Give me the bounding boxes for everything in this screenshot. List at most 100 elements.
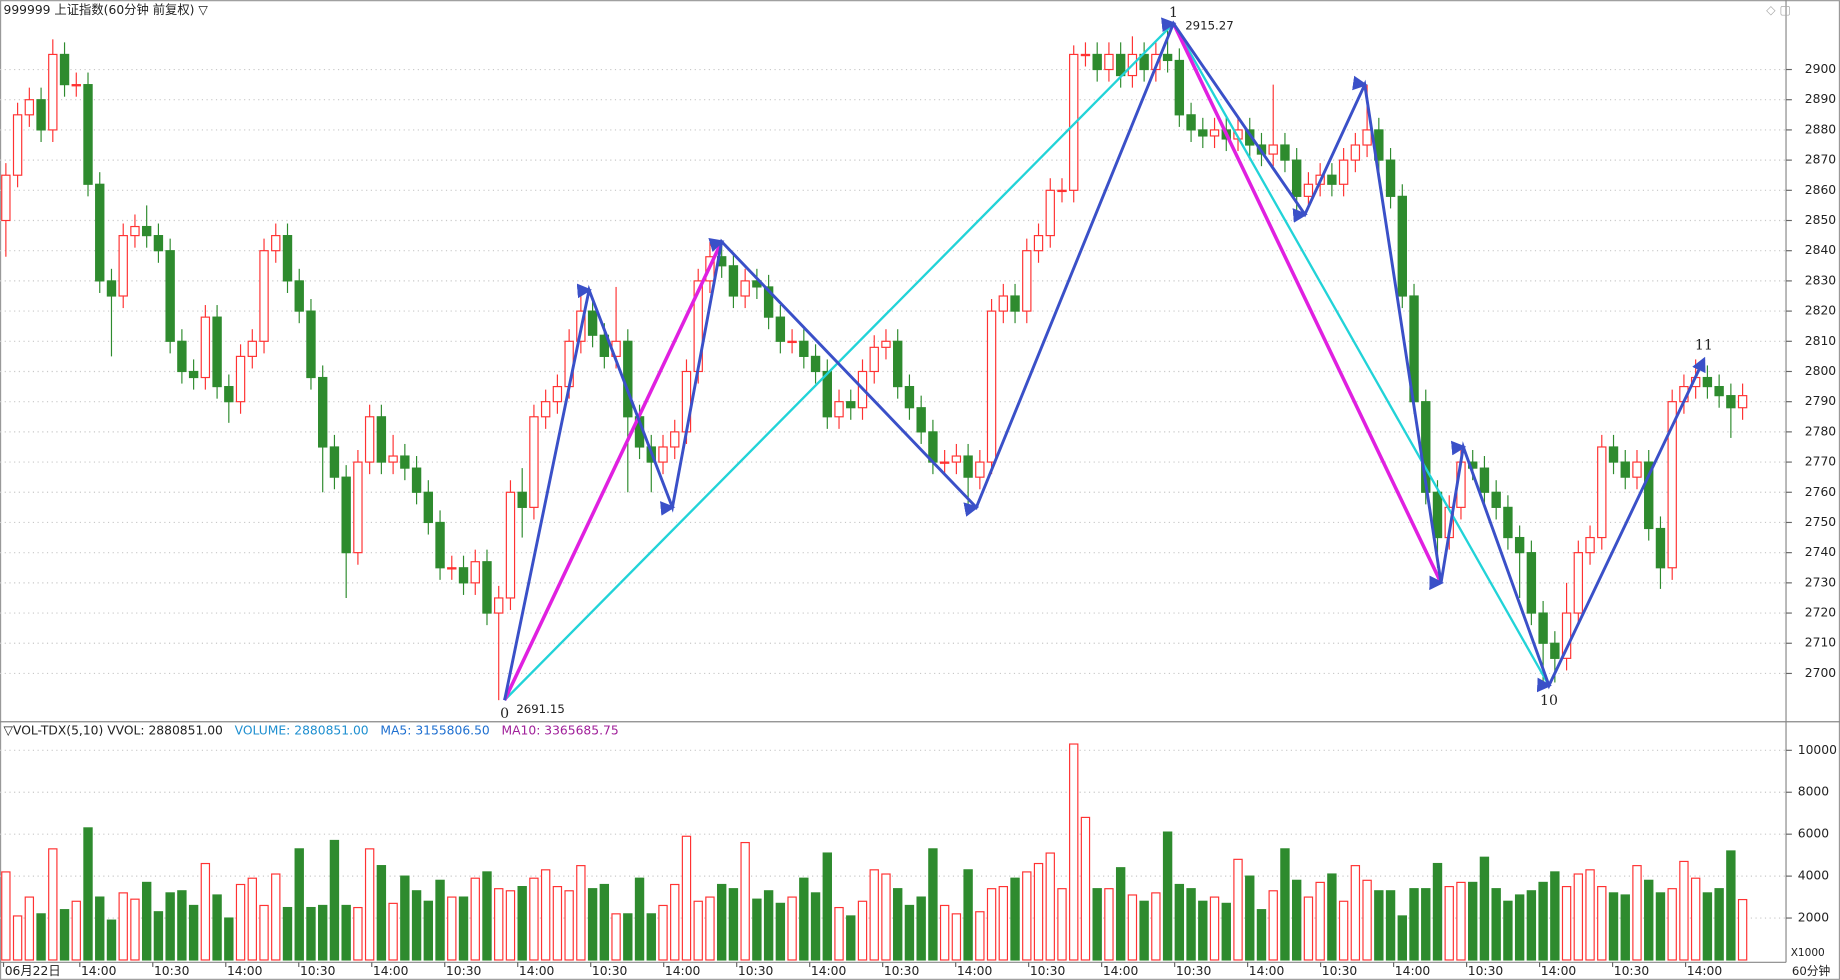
volume-bar — [294, 848, 304, 961]
volume-bar — [235, 883, 246, 961]
volume-bar — [1327, 873, 1337, 961]
price-label: 2915.27 — [1185, 18, 1233, 32]
x-tick-label: 14:00 — [957, 964, 993, 978]
candle-body — [400, 455, 410, 469]
volume-bar — [376, 865, 387, 961]
volume-bar — [1221, 902, 1231, 961]
volume-bar — [224, 917, 234, 961]
volume-bar — [834, 906, 844, 961]
volume-bar — [188, 904, 199, 961]
volume-bar — [318, 904, 328, 961]
volume-bar — [1561, 886, 1572, 961]
y-tick-label: 2880 — [1805, 122, 1837, 136]
y-tick-label: 2800 — [1805, 364, 1837, 378]
candle-body — [1585, 536, 1595, 554]
volume-bar — [71, 900, 81, 961]
volume-bar — [611, 913, 621, 961]
candle-body — [71, 84, 81, 87]
volume-bar — [1479, 856, 1490, 961]
volume-bar — [259, 904, 269, 961]
candle-body — [447, 567, 457, 570]
y-tick-label: 2700 — [1805, 666, 1837, 680]
candle-body — [153, 235, 164, 252]
x-tick-label: 10:30 — [1030, 964, 1066, 978]
volume-bar — [881, 873, 891, 961]
x-tick-label: 14:00 — [1687, 964, 1723, 978]
volume-bar — [893, 888, 903, 961]
volume-bar — [306, 906, 316, 961]
window-icons[interactable]: ◇ ▢ — [1766, 3, 1791, 17]
volume-bar — [1538, 881, 1548, 961]
y-tick-label: 2790 — [1805, 394, 1837, 408]
volume-bar — [411, 890, 422, 961]
volume-bar — [552, 886, 563, 961]
candle-body — [1174, 59, 1185, 116]
y-tick-label: 2900 — [1805, 62, 1837, 76]
volume-bar — [95, 896, 105, 961]
volume-bar — [1139, 900, 1149, 961]
volume-bar — [564, 890, 574, 961]
y-tick-label: 2720 — [1805, 606, 1837, 620]
candle-body — [1397, 195, 1407, 297]
volume-bar — [1726, 850, 1736, 961]
volume-bar — [1679, 860, 1689, 961]
wave-label: 10 — [1540, 693, 1558, 709]
y-tick-label: 2850 — [1805, 213, 1837, 227]
candle-body — [329, 446, 340, 478]
volume-bar — [353, 906, 363, 961]
y-tick-label: 2770 — [1805, 455, 1837, 469]
candle-body — [1022, 250, 1032, 312]
volume-bar — [599, 883, 610, 961]
volume-bar — [1245, 875, 1255, 961]
candle-body — [1080, 53, 1091, 57]
volume-bar — [271, 873, 281, 961]
candle-body — [1010, 295, 1020, 312]
volume-bar — [928, 848, 938, 961]
volume-bar — [1092, 888, 1102, 961]
wave-label: 1 — [1169, 5, 1178, 21]
volume-bar — [1597, 886, 1607, 961]
volume-bar — [693, 900, 703, 961]
volume-bar — [1421, 888, 1431, 961]
volume-bar — [1256, 909, 1267, 961]
candle-body — [869, 346, 879, 373]
volume-bar — [1162, 831, 1173, 961]
y-tick-label: 2830 — [1805, 273, 1837, 287]
volume-bar — [1503, 900, 1513, 961]
volume-bar — [752, 898, 762, 961]
candle-body — [435, 521, 445, 569]
candle-body — [59, 53, 70, 86]
volume-bar — [857, 900, 868, 961]
volume-bar — [1280, 848, 1290, 961]
candle-body — [939, 461, 950, 464]
volume-bar — [329, 839, 340, 961]
candle-body — [1597, 446, 1607, 539]
candle-body — [799, 340, 809, 357]
volume-bar — [716, 883, 727, 961]
candle-body — [1514, 536, 1525, 554]
candle-body — [787, 340, 797, 344]
volume-bar — [423, 900, 434, 961]
candle-body — [235, 355, 246, 403]
candle-body — [1714, 385, 1724, 397]
volume-bar — [141, 881, 152, 961]
volume-bar — [1397, 915, 1407, 961]
candle-body — [998, 295, 1009, 312]
candle-body — [271, 235, 281, 252]
x-tick-label: 10:30 — [300, 964, 336, 978]
candle-body — [1268, 144, 1278, 155]
chart-title: 999999 上证指数(60分钟 前复权) ▽ — [4, 2, 209, 17]
candle-body — [1186, 114, 1196, 131]
x-tick-label: 10:30 — [1322, 964, 1358, 978]
volume-bar — [165, 892, 175, 961]
volume-bar — [670, 883, 680, 961]
volume-bar — [1573, 873, 1584, 961]
candle-body — [552, 385, 563, 403]
candle-body — [1162, 53, 1173, 62]
volume-bar — [130, 898, 140, 961]
volume-bar — [1233, 858, 1243, 961]
candle-body — [740, 280, 750, 297]
candle-body — [12, 114, 23, 176]
volume-bar — [1115, 867, 1126, 961]
candle-body — [623, 340, 633, 418]
